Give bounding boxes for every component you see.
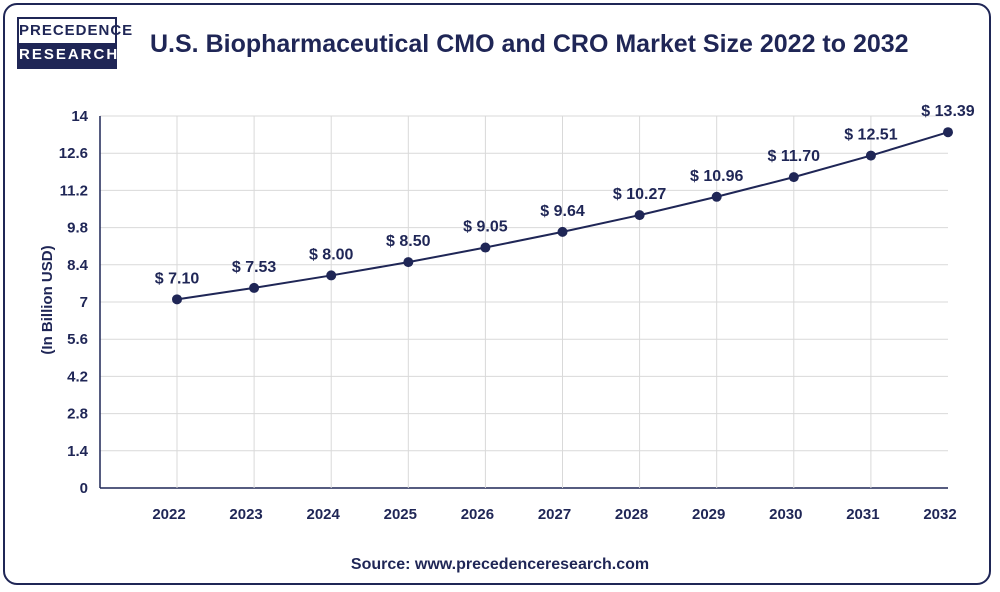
chart-title: U.S. Biopharmaceutical CMO and CRO Marke… bbox=[150, 30, 909, 58]
chart-grid bbox=[99, 115, 948, 489]
x-tick-label: 2030 bbox=[769, 506, 802, 523]
brand-logo-line2: RESEARCH bbox=[19, 43, 117, 67]
y-tick-label: 8.4 bbox=[67, 257, 89, 274]
y-tick-label: 1.4 bbox=[67, 443, 89, 460]
y-tick-label: 14 bbox=[71, 108, 88, 125]
data-label: $ 12.51 bbox=[844, 127, 897, 144]
data-label: $ 11.70 bbox=[768, 148, 821, 165]
x-axis-ticks: 2022 2023 2024 2025 2026 2027 2028 2029 2030 2031… bbox=[152, 506, 956, 523]
x-tick-label: 2028 bbox=[615, 506, 648, 523]
data-label: $ 9.05 bbox=[463, 219, 508, 236]
data-label: $ 9.64 bbox=[540, 203, 585, 220]
y-axis-label: (In Billion USD) bbox=[39, 245, 56, 354]
data-label: $ 8.50 bbox=[386, 233, 431, 250]
y-tick-label: 2.8 bbox=[67, 406, 88, 423]
data-point bbox=[711, 191, 722, 202]
data-label: $ 10.27 bbox=[613, 186, 666, 203]
data-point bbox=[788, 172, 799, 183]
y-axis-ticks: 0 1.4 2.8 4.2 5.6 7 8.4 9.8 11.2 12.6 14 bbox=[59, 108, 89, 497]
data-label: $ 10.96 bbox=[690, 168, 743, 185]
data-point bbox=[403, 257, 414, 268]
y-tick-label: 11.2 bbox=[60, 182, 88, 199]
x-tick-label: 2022 bbox=[152, 506, 185, 523]
data-point bbox=[865, 150, 876, 161]
data-label: $ 7.53 bbox=[232, 259, 277, 276]
data-point bbox=[326, 270, 337, 281]
x-tick-label: 2027 bbox=[538, 506, 571, 523]
data-points bbox=[172, 127, 953, 305]
y-tick-label: 5.6 bbox=[67, 331, 88, 348]
brand-logo-line1: PRECEDENCE bbox=[19, 19, 132, 43]
x-tick-label: 2026 bbox=[461, 506, 494, 523]
data-label: $ 7.10 bbox=[155, 270, 200, 287]
data-point bbox=[557, 226, 568, 237]
data-point bbox=[943, 127, 953, 138]
x-tick-label: 2031 bbox=[846, 506, 879, 523]
brand-logo: PRECEDENCE RESEARCH bbox=[17, 17, 132, 69]
source-note: Source: www.precedenceresearch.com bbox=[350, 556, 650, 573]
y-tick-label: 0 bbox=[80, 480, 88, 497]
y-tick-label: 9.8 bbox=[67, 220, 88, 237]
y-tick-label: 7 bbox=[80, 294, 88, 311]
x-tick-label: 2025 bbox=[384, 506, 417, 523]
x-tick-label: 2032 bbox=[923, 506, 956, 523]
data-point bbox=[634, 210, 645, 221]
x-tick-label: 2023 bbox=[229, 506, 262, 523]
data-point bbox=[480, 242, 491, 253]
data-label: $ 13.39 bbox=[921, 103, 974, 120]
data-label: $ 8.00 bbox=[309, 246, 354, 263]
data-point bbox=[249, 282, 260, 293]
y-tick-label: 4.2 bbox=[67, 368, 88, 385]
x-tick-label: 2024 bbox=[307, 506, 341, 523]
data-labels: $ 7.10 $ 7.53 $ 8.00 $ 8.50 $ 9.05 $ 9.64 $ 10… bbox=[155, 103, 975, 287]
data-point bbox=[172, 294, 182, 305]
x-tick-label: 2029 bbox=[692, 506, 725, 523]
y-tick-label: 12.6 bbox=[59, 145, 88, 162]
